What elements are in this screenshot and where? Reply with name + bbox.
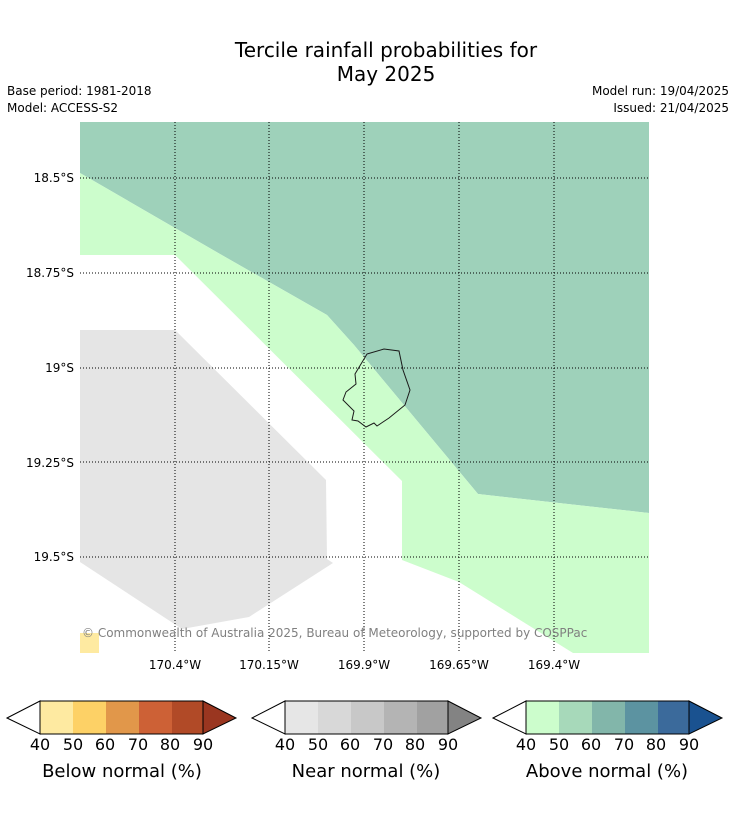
colorbar-frame — [284, 700, 449, 735]
tick-label: 50 — [62, 735, 84, 754]
lat-label: 19°S — [45, 361, 74, 375]
lon-label: 170.15°W — [239, 658, 299, 672]
tick-label: 50 — [548, 735, 570, 754]
tick-label: 90 — [678, 735, 700, 754]
colorbar-below — [6, 700, 238, 735]
colorbar-frame — [525, 700, 690, 735]
colorbar-swatch — [526, 701, 559, 734]
tick-label: 90 — [192, 735, 214, 754]
lat-label: 19.25°S — [26, 456, 74, 470]
colorbar-swatch — [559, 701, 592, 734]
colorbar-near-label: Near normal (%) — [291, 761, 441, 782]
tick-label: 60 — [580, 735, 602, 754]
base-period: Base period: 1981-2018 — [7, 84, 152, 98]
tick-label: 40 — [274, 735, 296, 754]
colorbar-swatch — [106, 701, 139, 734]
tick-label: 80 — [645, 735, 667, 754]
lat-label: 19.5°S — [33, 550, 74, 564]
colorbar-swatch — [658, 701, 689, 734]
colorbar-over-arrow — [688, 700, 724, 735]
lon-label: 169.4°W — [527, 658, 581, 672]
tick-label: 70 — [613, 735, 635, 754]
colorbar-above-label: Above normal (%) — [525, 761, 689, 782]
colorbar-frame — [39, 700, 204, 735]
colorbar-swatch — [351, 701, 384, 734]
colorbar-over-arrow — [447, 700, 483, 735]
colorbar-swatch — [40, 701, 73, 734]
region-near-40 — [80, 330, 333, 629]
tick-label: 40 — [515, 735, 537, 754]
colorbar-above — [492, 700, 724, 735]
tick-label: 70 — [372, 735, 394, 754]
copyright-notice: © Commonwealth of Australia 2025, Bureau… — [82, 626, 588, 640]
colorbar-swatch — [285, 701, 318, 734]
title-line-1: Tercile rainfall probabilities for — [234, 38, 538, 62]
colorbar-under-arrow — [492, 700, 527, 735]
tick-label: 90 — [437, 735, 459, 754]
gridlines — [80, 122, 649, 653]
model-run: Model run: 19/04/2025 — [591, 84, 729, 98]
tick-label: 70 — [127, 735, 149, 754]
colorbar-under-arrow — [6, 700, 41, 735]
region-below-40 — [80, 633, 99, 653]
tick-label: 50 — [307, 735, 329, 754]
colorbar-below-label: Below normal (%) — [42, 761, 202, 782]
island-outline — [342, 348, 411, 428]
colorbar-swatch — [384, 701, 417, 734]
model-name: Model: ACCESS-S2 — [7, 101, 119, 115]
meta-right: Model run: 19/04/2025 Issued: 21/04/2025 — [592, 83, 729, 117]
tick-label: 40 — [29, 735, 51, 754]
colorbar-swatch — [318, 701, 351, 734]
issued-date: Issued: 21/04/2025 — [613, 101, 729, 115]
title-line-2: May 2025 — [336, 62, 436, 86]
colorbar-over-arrow — [202, 700, 238, 735]
tick-label: 60 — [339, 735, 361, 754]
colorbar-swatch — [417, 701, 448, 734]
colorbar-swatch — [172, 701, 203, 734]
page-title: Tercile rainfall probabilities for May 2… — [0, 38, 736, 86]
colorbar-swatch — [592, 701, 625, 734]
lat-label: 18.5°S — [33, 171, 74, 185]
colorbar-swatch — [625, 701, 658, 734]
colorbar-swatch — [73, 701, 106, 734]
tick-label: 60 — [94, 735, 116, 754]
lon-label: 169.65°W — [429, 658, 489, 672]
probability-map[interactable] — [80, 122, 649, 653]
colorbar-near — [251, 700, 483, 735]
lat-label: 18.75°S — [26, 266, 74, 280]
tick-label: 80 — [404, 735, 426, 754]
colorbar-under-arrow — [251, 700, 286, 735]
map-canvas — [80, 122, 649, 653]
colorbar-swatch — [139, 701, 172, 734]
meta-left: Base period: 1981-2018 Model: ACCESS-S2 — [7, 83, 152, 117]
lon-label: 169.9°W — [337, 658, 391, 672]
tick-label: 80 — [159, 735, 181, 754]
lon-label: 170.4°W — [148, 658, 202, 672]
